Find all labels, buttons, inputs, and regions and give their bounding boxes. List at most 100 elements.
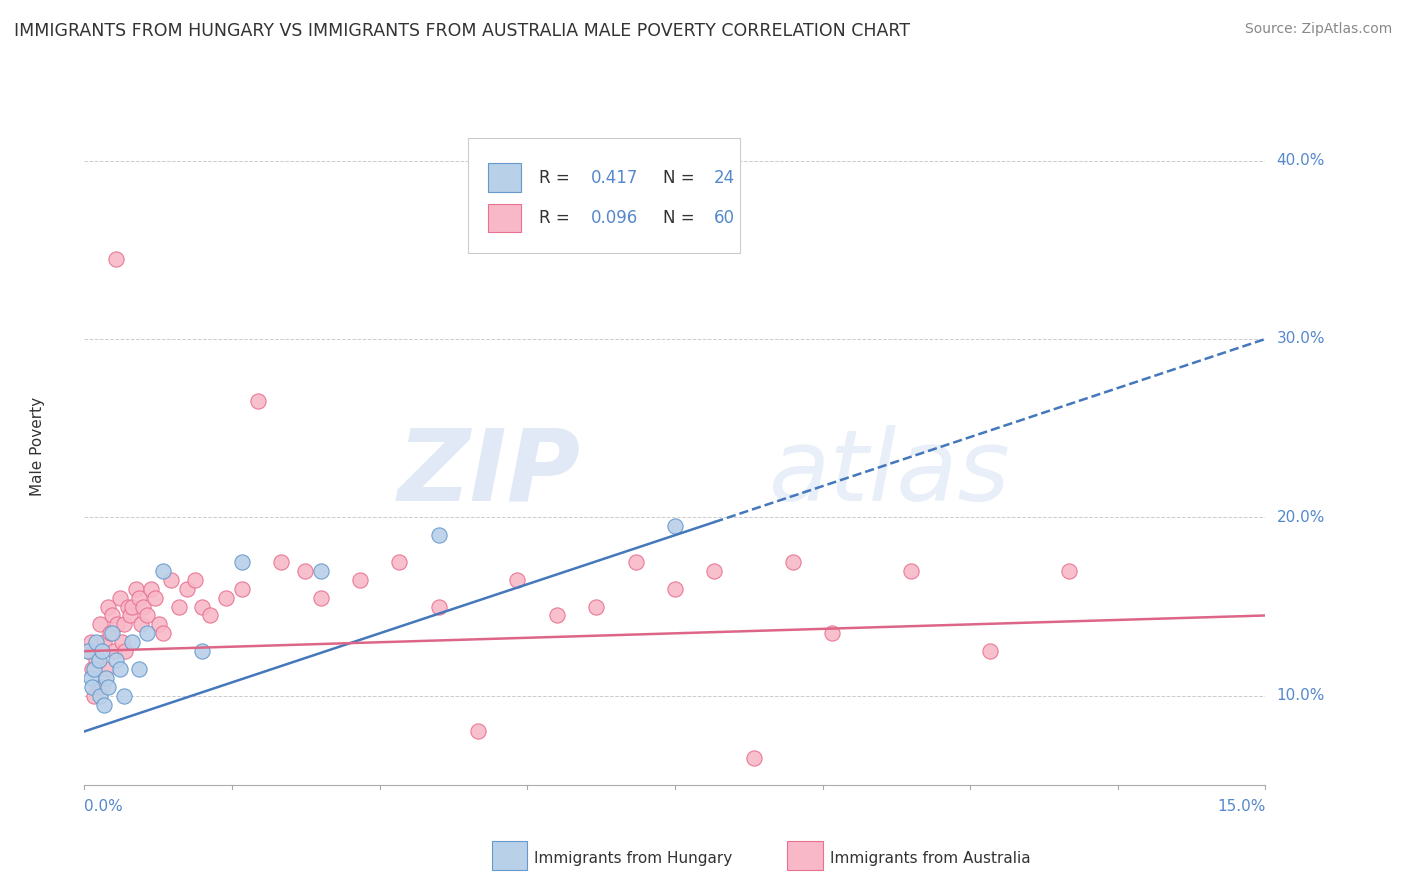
FancyBboxPatch shape <box>488 163 522 192</box>
Text: 10.0%: 10.0% <box>1277 689 1324 703</box>
Point <box>979 644 1001 658</box>
Point <box>427 599 450 614</box>
Text: 0.0%: 0.0% <box>84 799 124 814</box>
Point <box>191 599 214 614</box>
Point <box>82 662 104 676</box>
Point <box>97 599 120 614</box>
Point <box>84 653 107 667</box>
Text: 24: 24 <box>714 169 735 186</box>
FancyBboxPatch shape <box>468 137 740 252</box>
Text: Immigrants from Australia: Immigrants from Australia <box>830 851 1031 865</box>
Point <box>87 680 110 694</box>
Point <box>97 680 120 694</box>
Point <box>128 591 150 605</box>
Point <box>87 653 110 667</box>
Point <box>200 608 222 623</box>
Point <box>108 591 131 605</box>
Text: 20.0%: 20.0% <box>1277 510 1324 524</box>
Point <box>98 626 121 640</box>
Point <box>664 582 686 596</box>
Point <box>84 635 107 649</box>
Point <box>83 689 105 703</box>
Point <box>103 644 125 658</box>
Point <box>79 635 101 649</box>
Text: atlas: atlas <box>769 425 1011 522</box>
Point <box>427 528 450 542</box>
Point <box>93 698 115 712</box>
Point <box>152 564 174 578</box>
Text: ZIP: ZIP <box>398 425 581 522</box>
Point <box>101 626 124 640</box>
Point <box>152 626 174 640</box>
Point <box>309 591 332 605</box>
Point <box>89 617 111 632</box>
Point <box>83 662 105 676</box>
Point <box>546 608 568 623</box>
Point <box>77 644 100 658</box>
FancyBboxPatch shape <box>488 204 522 233</box>
Text: 0.417: 0.417 <box>591 169 638 186</box>
Point <box>124 582 146 596</box>
Text: R =: R = <box>538 210 575 227</box>
Point <box>121 635 143 649</box>
Point <box>96 671 118 685</box>
Text: 60: 60 <box>714 210 735 227</box>
Point <box>101 608 124 623</box>
Text: Source: ZipAtlas.com: Source: ZipAtlas.com <box>1244 22 1392 37</box>
Point <box>900 564 922 578</box>
Point <box>467 724 489 739</box>
Point <box>585 599 607 614</box>
Point <box>112 689 135 703</box>
Point <box>246 394 269 409</box>
Point <box>79 671 101 685</box>
Point <box>117 599 139 614</box>
Text: 40.0%: 40.0% <box>1277 153 1324 168</box>
Point <box>136 608 159 623</box>
Point <box>121 599 143 614</box>
Point <box>96 662 118 676</box>
Point <box>114 644 136 658</box>
Point <box>506 573 529 587</box>
Point <box>160 573 183 587</box>
Text: IMMIGRANTS FROM HUNGARY VS IMMIGRANTS FROM AUSTRALIA MALE POVERTY CORRELATION CH: IMMIGRANTS FROM HUNGARY VS IMMIGRANTS FR… <box>14 22 910 40</box>
Point <box>176 582 198 596</box>
Point <box>128 662 150 676</box>
Point <box>148 617 170 632</box>
Point <box>309 564 332 578</box>
Point <box>118 608 141 623</box>
Point <box>742 751 765 765</box>
Point <box>388 555 411 569</box>
Point <box>231 582 253 596</box>
Point <box>104 653 127 667</box>
Point <box>136 626 159 640</box>
Point <box>111 635 134 649</box>
Point <box>703 564 725 578</box>
Point <box>77 644 100 658</box>
Text: 0.096: 0.096 <box>591 210 638 227</box>
Point <box>93 635 115 649</box>
Point <box>191 644 214 658</box>
Point <box>294 564 316 578</box>
Text: Male Poverty: Male Poverty <box>30 396 45 496</box>
Point <box>1057 564 1080 578</box>
Point <box>141 582 163 596</box>
Point <box>167 599 190 614</box>
Point <box>270 555 292 569</box>
Text: Immigrants from Hungary: Immigrants from Hungary <box>534 851 733 865</box>
Point <box>129 617 152 632</box>
Point <box>107 617 129 632</box>
Text: N =: N = <box>664 169 700 186</box>
Point <box>624 555 647 569</box>
Point <box>82 680 104 694</box>
Point <box>821 626 844 640</box>
Point <box>132 599 155 614</box>
Point <box>112 617 135 632</box>
Point <box>104 252 127 266</box>
Point <box>782 555 804 569</box>
Point <box>90 680 112 694</box>
Text: 15.0%: 15.0% <box>1218 799 1265 814</box>
Text: R =: R = <box>538 169 575 186</box>
Point <box>90 644 112 658</box>
Point <box>183 573 205 587</box>
Point <box>215 591 238 605</box>
